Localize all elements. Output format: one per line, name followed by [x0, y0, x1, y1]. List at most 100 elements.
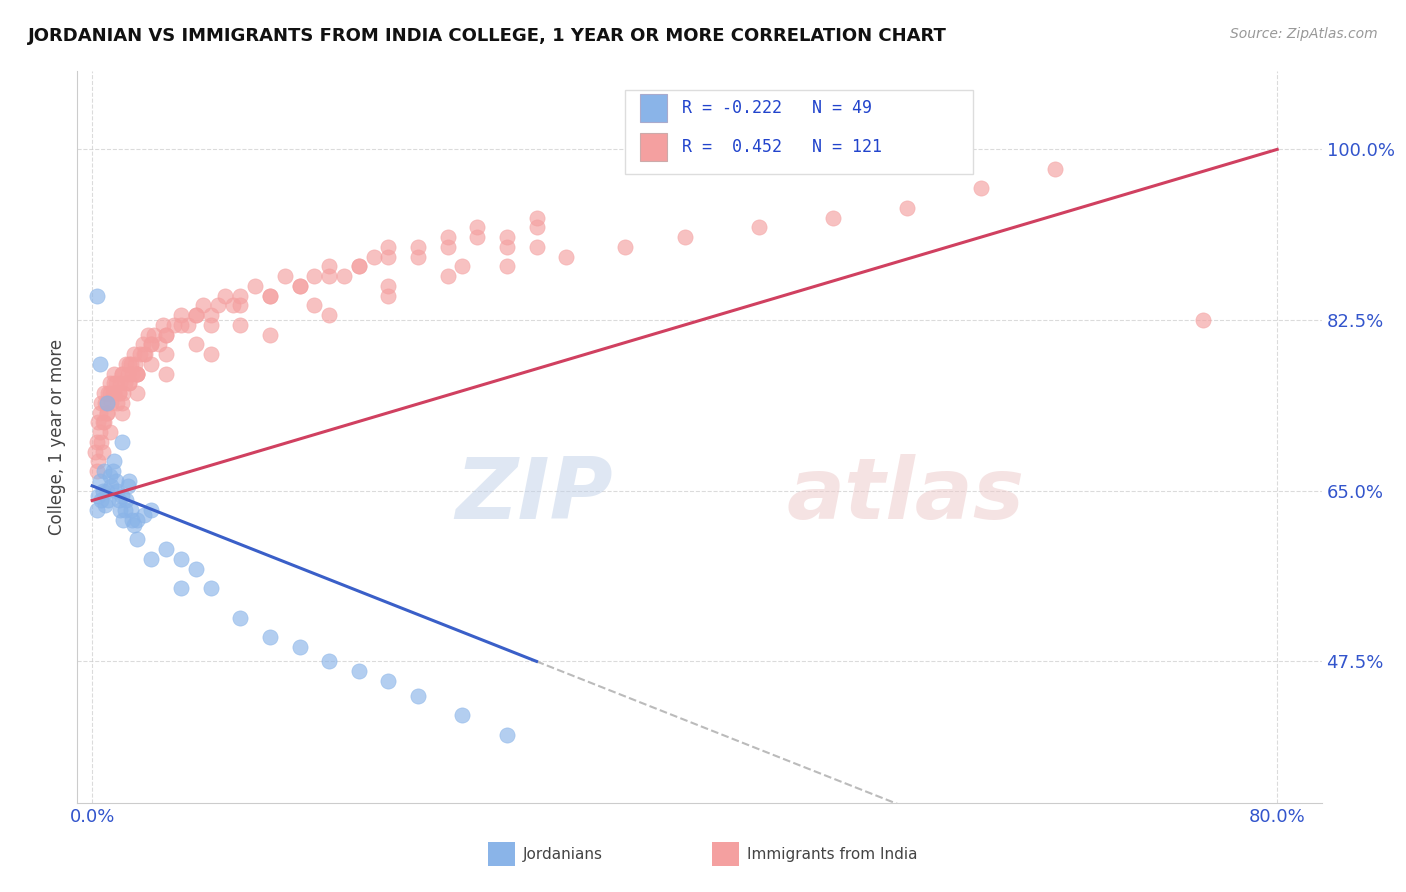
Point	[170, 581, 193, 595]
Point	[141, 337, 163, 351]
Point	[259, 327, 281, 342]
Point	[229, 288, 252, 302]
Point	[121, 513, 143, 527]
Point	[86, 464, 108, 478]
Text: R =  0.452   N = 121: R = 0.452 N = 121	[682, 138, 882, 156]
Bar	[711, 842, 740, 866]
Point	[96, 483, 118, 498]
Point	[1043, 161, 1066, 176]
Point	[84, 444, 107, 458]
Point	[98, 425, 121, 440]
Point	[125, 386, 148, 401]
Point	[184, 562, 207, 576]
Point	[170, 318, 193, 332]
Point	[436, 240, 458, 254]
Point	[93, 464, 115, 478]
Point	[89, 406, 111, 420]
Point	[125, 367, 148, 381]
Bar	[640, 94, 666, 121]
Point	[465, 220, 488, 235]
Point	[98, 386, 121, 401]
Point	[259, 288, 281, 302]
Point	[229, 318, 252, 332]
Point	[155, 367, 177, 381]
Point	[103, 376, 125, 391]
Point	[110, 503, 132, 517]
Point	[170, 552, 193, 566]
Point	[122, 347, 145, 361]
Point	[288, 279, 311, 293]
Point	[86, 434, 108, 449]
Point	[120, 503, 142, 517]
Point	[103, 386, 125, 401]
Point	[304, 298, 326, 312]
Point	[555, 250, 578, 264]
Point	[94, 499, 117, 513]
Point	[155, 347, 177, 361]
Point	[131, 337, 153, 351]
Bar	[640, 133, 666, 161]
Point	[112, 386, 135, 401]
Point	[91, 444, 114, 458]
Point	[124, 357, 146, 371]
Point	[177, 318, 200, 332]
Text: ZIP: ZIP	[454, 454, 613, 537]
Text: JORDANIAN VS IMMIGRANTS FROM INDIA COLLEGE, 1 YEAR OR MORE CORRELATION CHART: JORDANIAN VS IMMIGRANTS FROM INDIA COLLE…	[28, 27, 948, 45]
Point	[184, 308, 207, 322]
Point	[112, 513, 135, 527]
Point	[93, 416, 115, 430]
Point	[377, 250, 399, 264]
Point	[91, 483, 114, 498]
Point	[141, 357, 163, 371]
Point	[451, 260, 474, 274]
FancyBboxPatch shape	[624, 90, 973, 174]
Point	[377, 240, 399, 254]
Point	[111, 367, 134, 381]
Point	[184, 308, 207, 322]
Point	[243, 279, 266, 293]
Point	[526, 240, 548, 254]
Point	[132, 508, 155, 522]
Point	[94, 396, 117, 410]
Point	[115, 357, 138, 371]
Point	[89, 357, 111, 371]
Point	[118, 474, 141, 488]
Point	[111, 406, 134, 420]
Point	[200, 581, 222, 595]
Point	[100, 396, 122, 410]
Point	[132, 347, 155, 361]
Point	[134, 347, 156, 361]
Point	[101, 464, 124, 478]
Point	[207, 298, 229, 312]
Point	[90, 396, 112, 410]
Point	[125, 367, 148, 381]
Point	[100, 479, 122, 493]
Point	[103, 454, 125, 468]
Point	[107, 386, 129, 401]
Point	[304, 269, 326, 284]
Point	[170, 308, 193, 322]
Y-axis label: College, 1 year or more: College, 1 year or more	[48, 339, 66, 535]
Point	[86, 288, 108, 302]
Point	[111, 367, 134, 381]
Point	[406, 240, 429, 254]
Point	[122, 517, 145, 532]
Point	[104, 474, 127, 488]
Point	[200, 308, 222, 322]
Point	[103, 367, 125, 381]
Point	[87, 489, 110, 503]
Point	[229, 298, 252, 312]
Point	[526, 220, 548, 235]
Point	[229, 610, 252, 624]
Point	[110, 376, 132, 391]
Point	[138, 327, 160, 342]
Point	[121, 367, 143, 381]
Point	[90, 434, 112, 449]
Point	[125, 367, 148, 381]
Point	[111, 489, 134, 503]
Point	[1192, 313, 1215, 327]
Point	[406, 250, 429, 264]
Point	[93, 386, 115, 401]
Point	[96, 406, 118, 420]
Point	[141, 552, 163, 566]
